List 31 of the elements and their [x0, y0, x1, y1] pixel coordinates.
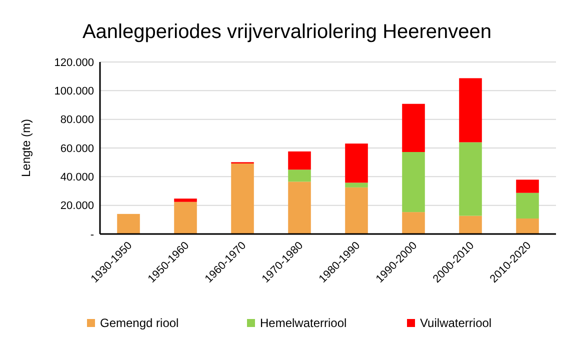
bar [174, 198, 197, 202]
bar [288, 182, 311, 234]
bar [516, 180, 539, 193]
bar [345, 187, 368, 234]
y-tick-label: 80.000 [60, 114, 94, 126]
legend-label: Hemelwaterriool [260, 316, 347, 330]
y-tick-label: 40.000 [60, 172, 94, 184]
y-tick-label: - [90, 228, 94, 241]
y-tick-label: 100.000 [54, 86, 94, 98]
bar [402, 104, 425, 152]
bar [345, 144, 368, 183]
bar [231, 163, 254, 234]
bar [288, 151, 311, 170]
bar [288, 170, 311, 182]
legend-label: Gemengd riool [100, 316, 179, 330]
bar [516, 192, 539, 219]
legend-label: Vuilwaterriool [420, 316, 492, 330]
y-tick-label: 120.000 [54, 56, 94, 69]
y-axis-title: Lengte (m) [19, 118, 33, 178]
bar [345, 182, 368, 188]
y-tick-label: 20.000 [60, 200, 94, 212]
chart-title: Aanlegperiodes vrijvervalriolering Heerenveen [82, 21, 492, 43]
y-tick-label: 60.000 [60, 142, 94, 155]
bar [459, 142, 482, 216]
bar [402, 212, 425, 234]
bar [516, 218, 539, 234]
bar [117, 214, 140, 234]
bar [459, 78, 482, 142]
bar [459, 216, 482, 234]
bar [402, 152, 425, 212]
bar [174, 202, 197, 234]
